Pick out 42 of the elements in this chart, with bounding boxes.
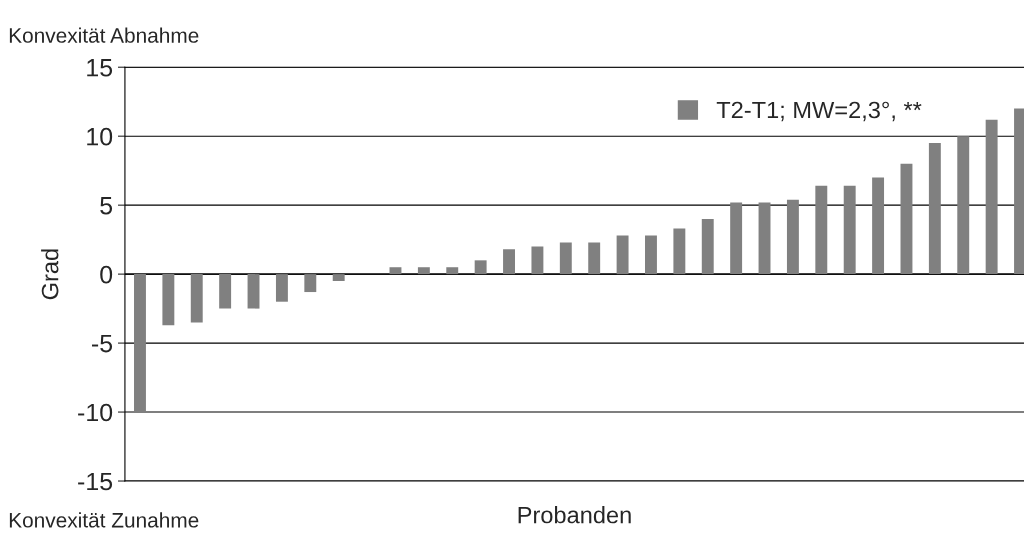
y-tick-label: -15 (78, 472, 113, 491)
y-tick-label: 15 (87, 59, 113, 77)
bar (843, 185, 856, 275)
bar (900, 163, 913, 275)
bar (645, 235, 657, 275)
bar (673, 228, 686, 275)
bar (701, 218, 714, 275)
bar (304, 274, 317, 293)
y-axis-title: Grad (41, 249, 59, 300)
bar (985, 119, 998, 275)
x-axis-title: Probanden (518, 506, 631, 524)
bar (389, 267, 402, 275)
bar (474, 260, 487, 275)
bar (503, 249, 515, 275)
bar (531, 246, 544, 275)
bar (417, 267, 430, 275)
y-tick-label: 10 (87, 127, 113, 146)
bar (730, 202, 743, 275)
bar (134, 274, 146, 413)
bar (872, 177, 885, 275)
bar (162, 274, 175, 326)
y-tick-label: 0 (100, 265, 113, 284)
bar (616, 235, 629, 275)
y-tick-label: 5 (100, 197, 113, 215)
bar (559, 242, 572, 275)
bar (219, 274, 232, 309)
bar (332, 274, 345, 282)
bar (247, 274, 260, 309)
bar (928, 143, 941, 275)
bar (758, 202, 771, 275)
y-tick-label: -10 (78, 403, 113, 422)
bar (815, 185, 828, 275)
bar (588, 242, 601, 275)
bar (446, 267, 459, 275)
y-tick-label: -5 (92, 334, 113, 353)
bar (786, 199, 799, 275)
bar (275, 274, 288, 302)
bar (190, 274, 203, 323)
bar (957, 136, 970, 275)
legend-label: T2-T1; MW=2,3°, ** (716, 101, 922, 122)
text: Konvexität Abnahme (9, 27, 199, 43)
text: Konvexität Zunahme (9, 512, 199, 528)
